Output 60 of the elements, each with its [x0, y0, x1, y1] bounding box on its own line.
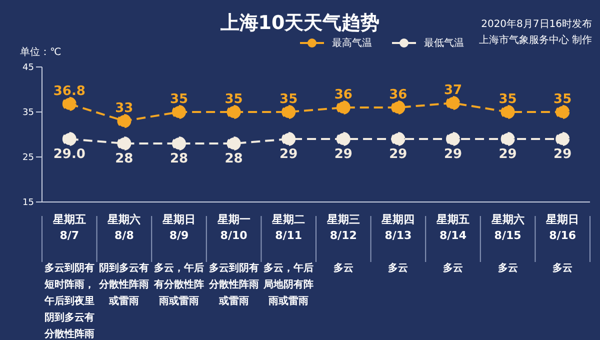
data-label: 35	[224, 92, 243, 107]
point	[500, 105, 515, 119]
y-tick-label: 25	[22, 153, 34, 164]
data-label: 35	[554, 92, 572, 107]
data-label: 36.8	[53, 84, 86, 99]
point	[282, 105, 296, 119]
point	[446, 132, 460, 146]
category-label: 星期日 8/16 多云	[546, 213, 580, 274]
point	[336, 132, 350, 146]
point	[172, 136, 186, 150]
text: 上海市气象服务中心 制作	[478, 34, 592, 47]
data-label: 29	[334, 147, 352, 162]
data-label: 29	[498, 147, 517, 162]
point	[556, 132, 570, 146]
category-label: 星期六 8/15 多云	[491, 213, 524, 274]
data-label: 29	[389, 147, 408, 162]
point	[226, 105, 241, 119]
data-label: 29	[554, 147, 572, 162]
point	[556, 105, 570, 119]
data-label: 35	[498, 92, 517, 107]
category-label: 星期一 8/10 多云到阴有分散性阵雨或雷雨	[208, 213, 259, 307]
category-label: 星期五 8/14 多云	[436, 213, 470, 274]
data-label: 35	[280, 92, 298, 107]
data-label: 29	[280, 147, 298, 162]
point	[282, 132, 296, 146]
data-label: 28	[224, 152, 243, 166]
point	[391, 132, 406, 146]
text: 2020年8月7日16时发布	[481, 18, 592, 31]
legend-label: 最低气温	[424, 37, 464, 50]
y-tick-label: 35	[22, 108, 34, 118]
category-label: 星期六 8/8 阴到多云有分散性阵雨或雷雨	[99, 213, 150, 307]
point	[117, 114, 132, 128]
point	[62, 96, 76, 111]
data-label: 29.0	[53, 147, 86, 162]
category-label: 星期二 8/11 多云，午后局地阴有阵雨或雷雨	[264, 213, 314, 307]
data-label: 29	[444, 147, 462, 162]
point	[62, 132, 76, 146]
point	[117, 136, 132, 150]
y-axis-title: 单位：℃	[20, 46, 62, 59]
data-label: 36	[334, 88, 352, 102]
point	[500, 132, 515, 146]
data-label: 28	[115, 152, 134, 166]
chart-title: 上海10天天气趋势	[220, 12, 380, 34]
category-label: 星期日 8/9 多云，午后有分散性阵雨或雷雨	[154, 213, 204, 307]
point	[336, 100, 350, 114]
data-label: 36	[389, 88, 408, 102]
y-tick-label: 45	[22, 63, 34, 74]
point	[172, 105, 186, 119]
category-label: 星期三 8/12 多云	[326, 213, 360, 274]
point	[446, 96, 460, 110]
point	[391, 100, 406, 114]
data-label: 28	[170, 152, 188, 166]
category-label: 星期五 8/7 多云到阴有短时阵雨，午后到夜里阴到多云有分散性阵雨	[44, 213, 94, 340]
data-label: 35	[170, 92, 188, 107]
legend-label: 最高气温	[332, 36, 372, 50]
category-label: 星期四 8/13 多云	[382, 213, 415, 274]
point	[226, 136, 241, 150]
y-tick-label: 15	[22, 198, 34, 208]
data-label: 33	[115, 101, 134, 116]
data-label: 37	[444, 83, 462, 98]
